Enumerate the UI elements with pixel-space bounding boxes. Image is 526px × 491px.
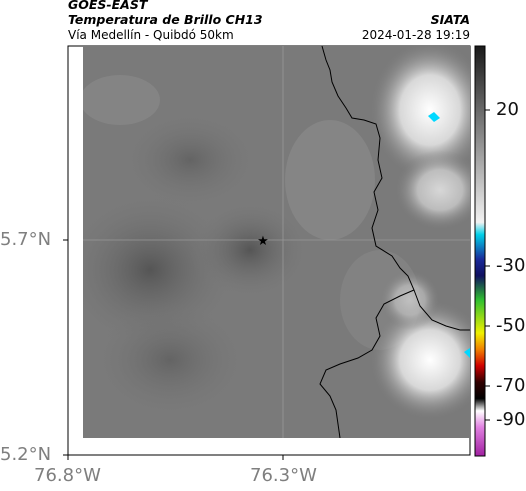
- satellite-name: GOES-EAST: [68, 0, 148, 12]
- colorbar-tick-minus50: -50: [496, 315, 526, 336]
- star-icon: ★: [257, 234, 269, 249]
- source-label: SIATA: [430, 12, 470, 27]
- brightness-temperature-field: [83, 46, 470, 438]
- y-tick-5-7n: 5.7°N: [0, 229, 52, 250]
- colorbar-tick-minus70: -70: [496, 375, 526, 396]
- y-tick-5-2n: 5.2°N: [0, 444, 52, 465]
- colorbar-tick-minus90: -90: [496, 409, 526, 430]
- colorbar-tick-20: 20: [496, 99, 519, 120]
- cyan-patch: [428, 112, 440, 122]
- datetime-label: 2024-01-28 19:19: [361, 28, 470, 42]
- product-title: Temperatura de Brillo CH13: [68, 12, 263, 27]
- department-border: [321, 46, 470, 331]
- region-label: Vía Medellín - Quibdó 50km: [68, 28, 234, 42]
- x-tick-76-3w: 76.3°W: [250, 465, 317, 486]
- colorbar-tick-minus30: -30: [496, 255, 526, 276]
- colorbar: [474, 45, 486, 457]
- x-tick-76-8w: 76.8°W: [34, 465, 101, 486]
